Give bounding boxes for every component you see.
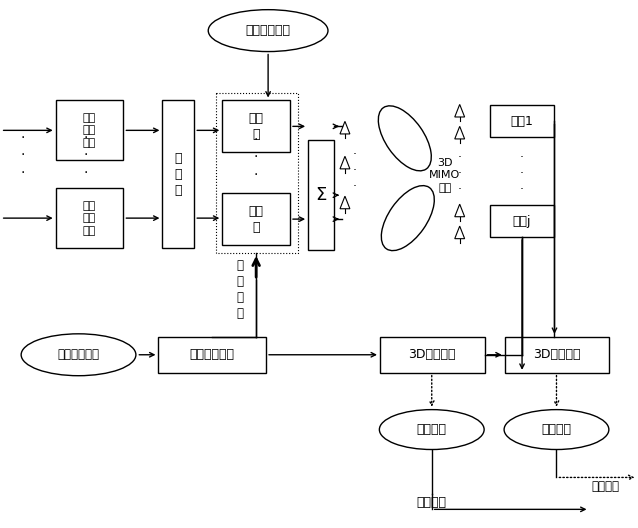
Text: 解调译码: 解调译码	[417, 423, 447, 436]
Text: ·
·
·: · · ·	[84, 131, 87, 180]
Text: ·
·
·: · · ·	[254, 133, 258, 182]
Polygon shape	[340, 196, 350, 209]
Text: 3D信道估计: 3D信道估计	[533, 348, 581, 361]
Text: Σ: Σ	[315, 186, 327, 204]
Text: 计算反馈信息: 计算反馈信息	[189, 348, 235, 361]
Text: 用户1: 用户1	[510, 115, 533, 128]
Polygon shape	[340, 121, 350, 134]
Text: 正交联合码本: 正交联合码本	[57, 348, 100, 361]
Bar	[222, 193, 290, 245]
Bar	[158, 337, 266, 373]
Ellipse shape	[504, 410, 609, 449]
Text: 数据输出: 数据输出	[591, 480, 619, 493]
Bar	[222, 100, 290, 152]
Bar	[56, 188, 123, 248]
Ellipse shape	[208, 10, 328, 52]
Bar	[216, 93, 298, 253]
Bar	[505, 337, 609, 373]
Text: ·
·
·: · · ·	[519, 150, 524, 196]
Text: 解调译码: 解调译码	[542, 423, 572, 436]
Polygon shape	[340, 156, 350, 169]
Polygon shape	[455, 204, 464, 216]
Text: 3D
MIMO
信道: 3D MIMO 信道	[429, 158, 461, 193]
Bar	[308, 140, 334, 250]
Text: 预编
码: 预编 码	[249, 112, 263, 141]
Text: 用户j: 用户j	[513, 214, 531, 228]
Polygon shape	[455, 105, 464, 117]
Ellipse shape	[21, 334, 136, 376]
Text: 预编
码: 预编 码	[249, 205, 263, 233]
Text: 反
馈
链
路: 反 馈 链 路	[237, 259, 244, 320]
Ellipse shape	[380, 410, 484, 449]
Text: ·
·
·: · · ·	[353, 148, 357, 193]
Polygon shape	[455, 126, 464, 139]
Text: 层
映
射: 层 映 射	[175, 152, 182, 197]
Bar	[56, 100, 123, 161]
Bar	[162, 100, 195, 248]
Text: 信道
编码
调制: 信道 编码 调制	[83, 201, 96, 235]
Text: ·
·
·: · · ·	[20, 131, 25, 180]
Text: 数据输出: 数据输出	[417, 496, 447, 509]
Bar	[489, 205, 554, 237]
Bar	[489, 106, 554, 137]
Text: 信道
编码
调制: 信道 编码 调制	[83, 113, 96, 148]
Text: 3D信道估计: 3D信道估计	[408, 348, 456, 361]
Bar	[380, 337, 485, 373]
Polygon shape	[455, 226, 464, 239]
Text: ·
·
·: · · ·	[457, 150, 462, 196]
Text: 正交联合码本: 正交联合码本	[246, 24, 291, 37]
